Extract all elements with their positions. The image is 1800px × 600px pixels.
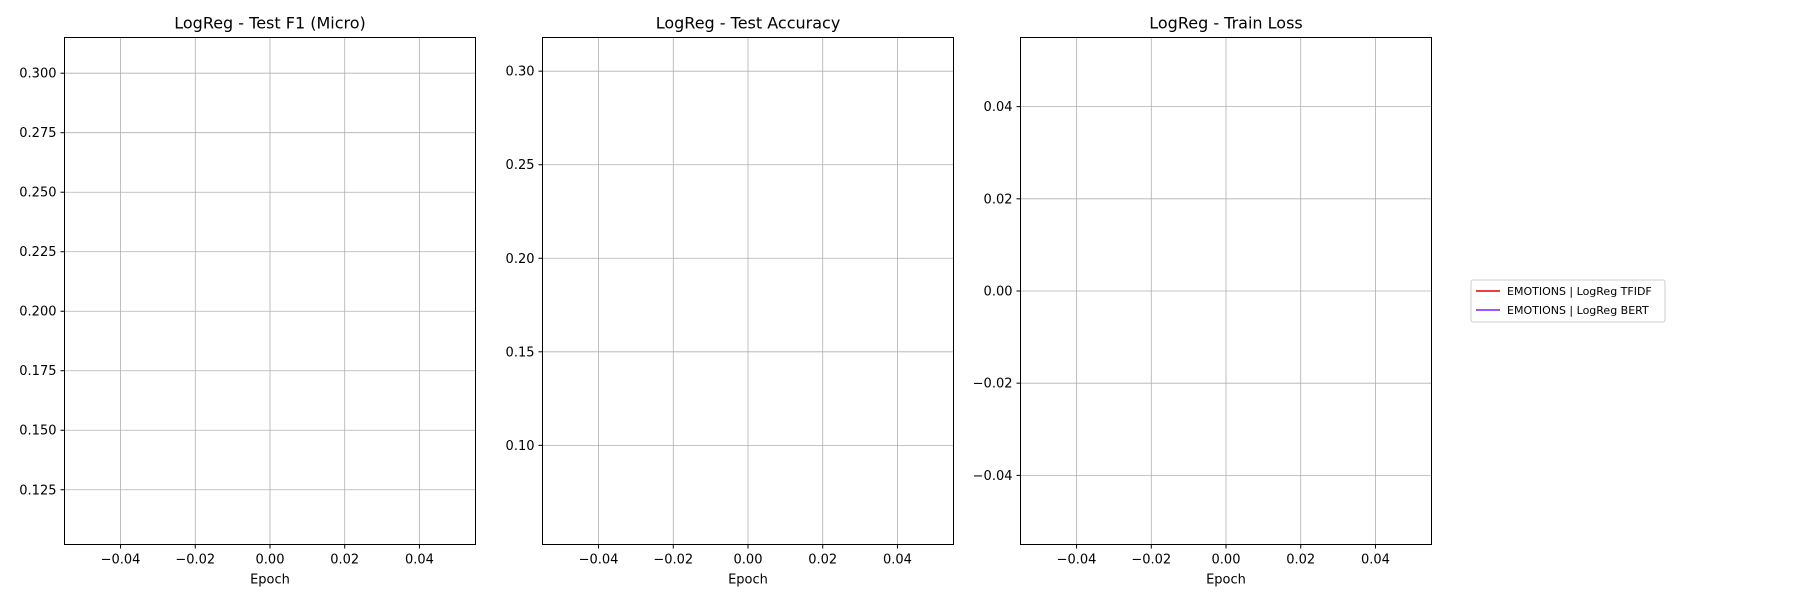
test-f1-title: LogReg - Test F1 (Micro) <box>174 14 366 33</box>
train-loss-xtick-label: 0.04 <box>1361 553 1390 568</box>
test-f1-xtick-label: 0.00 <box>256 553 285 568</box>
test-f1-ytick-label: 0.150 <box>19 424 56 439</box>
legend-label-tfidf: EMOTIONS | LogReg TFIDF <box>1507 285 1652 298</box>
train-loss-xtick-label: −0.02 <box>1131 553 1171 568</box>
train-loss-ytick-label: 0.02 <box>984 192 1013 207</box>
test-f1-ytick-label: 0.300 <box>19 67 56 82</box>
test-accuracy-ytick-label: 0.20 <box>506 252 535 267</box>
subplot-test-f1: −0.04 −0.02 0.00 0.02 0.04 0.125 0.150 0.175 0.2… <box>19 14 476 588</box>
test-accuracy-ytick-label: 0.10 <box>506 439 535 454</box>
train-loss-ytick-label: −0.02 <box>973 377 1013 392</box>
test-accuracy-xtick-label: 0.04 <box>883 553 912 568</box>
test-accuracy-xtick-label: −0.04 <box>579 553 619 568</box>
test-f1-ytick-label: 0.250 <box>19 186 56 201</box>
legend-label-bert: EMOTIONS | LogReg BERT <box>1507 304 1649 317</box>
test-f1-xtick-label: 0.02 <box>330 553 359 568</box>
test-accuracy-xtick-label: −0.02 <box>653 553 693 568</box>
test-accuracy-ytick-label: 0.30 <box>506 65 535 80</box>
test-accuracy-ytick-label: 0.25 <box>506 158 535 173</box>
train-loss-ytick-label: 0.04 <box>984 100 1013 115</box>
test-f1-xlabel: Epoch <box>250 573 290 588</box>
subplot-test-accuracy: −0.04 −0.02 0.00 0.02 0.04 0.10 0.15 0.20 0.25 0.… <box>506 14 954 588</box>
test-accuracy-xlabel: Epoch <box>728 573 768 588</box>
train-loss-xtick-label: −0.04 <box>1057 553 1097 568</box>
train-loss-xtick-label: 0.00 <box>1212 553 1241 568</box>
train-loss-xlabel: Epoch <box>1206 573 1246 588</box>
test-f1-ytick-label: 0.200 <box>19 305 56 320</box>
test-f1-xtick-label: 0.04 <box>405 553 434 568</box>
legend-frame <box>1470 279 1666 323</box>
legend: EMOTIONS | LogReg TFIDF EMOTIONS | LogRe… <box>1470 279 1666 323</box>
test-accuracy-xtick-label: 0.00 <box>734 553 763 568</box>
test-accuracy-xtick-label: 0.02 <box>808 553 837 568</box>
train-loss-ytick-label: 0.00 <box>984 285 1013 300</box>
test-f1-xtick-label: −0.02 <box>175 553 215 568</box>
subplot-train-loss: −0.04 −0.02 0.00 0.02 0.04 −0.04 −0.02 0.00 0.02… <box>973 14 1432 588</box>
test-f1-ytick-label: 0.275 <box>19 126 56 141</box>
test-accuracy-ytick-label: 0.15 <box>506 345 535 360</box>
train-loss-ytick-label: −0.04 <box>973 469 1013 484</box>
test-f1-ytick-label: 0.225 <box>19 245 56 260</box>
test-f1-xtick-label: −0.04 <box>101 553 141 568</box>
test-f1-ytick-label: 0.175 <box>19 364 56 379</box>
train-loss-xtick-label: 0.02 <box>1286 553 1315 568</box>
test-accuracy-title: LogReg - Test Accuracy <box>656 14 841 33</box>
test-f1-ytick-label: 0.125 <box>19 483 56 498</box>
train-loss-title: LogReg - Train Loss <box>1149 14 1303 33</box>
